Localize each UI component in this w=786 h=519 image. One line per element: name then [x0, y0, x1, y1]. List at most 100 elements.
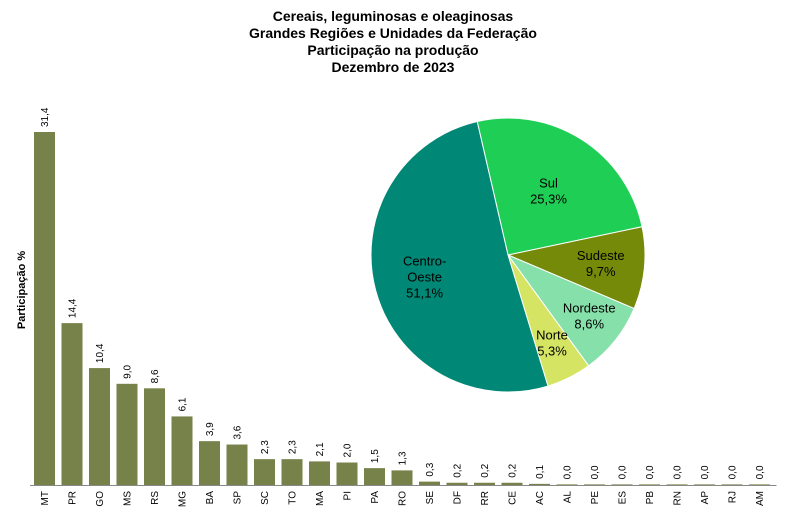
pie-label-norte-1: 5,3%	[537, 343, 567, 358]
category-label-pe: PE	[590, 491, 601, 505]
category-label-pa: PA	[370, 491, 381, 504]
bar-ap	[694, 484, 715, 485]
category-label-se: SE	[425, 491, 436, 505]
value-label-ms: 9,0	[123, 364, 134, 378]
category-label-rs: RS	[150, 491, 161, 505]
category-label-ap: AP	[700, 491, 711, 505]
category-label-to: TO	[288, 491, 299, 505]
category-label-pr: PR	[68, 491, 79, 505]
value-label-mt: 31,4	[40, 107, 51, 127]
value-label-rn: 0,0	[673, 465, 684, 479]
category-label-rj: RJ	[728, 491, 739, 503]
value-label-df: 0,2	[453, 463, 464, 477]
bar-ce	[501, 482, 523, 485]
bar-ma	[309, 461, 330, 485]
bar-al	[556, 484, 578, 485]
bar-df	[446, 482, 468, 485]
category-label-rr: RR	[480, 491, 491, 505]
category-label-ba: BA	[205, 491, 216, 505]
chart-title-line-1: Cereais, leguminosas e oleaginosas	[272, 8, 514, 24]
value-label-pe: 0,0	[590, 465, 601, 479]
value-label-rs: 8,6	[150, 369, 161, 383]
chart-title-line-3: Participação na produção	[307, 42, 479, 58]
bar-sc	[254, 459, 275, 485]
category-label-pb: PB	[645, 491, 656, 505]
category-label-es: ES	[618, 491, 629, 505]
value-label-pa: 1,5	[370, 449, 381, 463]
category-label-sc: SC	[260, 491, 271, 505]
category-label-ro: RO	[398, 491, 409, 506]
bar-pr	[61, 323, 83, 485]
value-label-mg: 6,1	[178, 397, 189, 411]
category-label-ce: CE	[508, 491, 519, 505]
value-label-pb: 0,0	[645, 465, 656, 479]
bar-am	[749, 484, 770, 485]
pie-label-sudeste-1: 9,7%	[586, 264, 616, 279]
value-label-ro: 1,3	[398, 451, 409, 465]
value-label-ba: 3,9	[205, 422, 216, 436]
value-label-al: 0,0	[563, 465, 574, 479]
pie-slice-centro	[370, 120, 549, 393]
pie-label-sul-1: 25,3%	[530, 191, 567, 206]
bar-pi	[336, 462, 358, 485]
bar-go	[89, 368, 110, 485]
value-label-to: 2,3	[288, 440, 299, 454]
bar-ac	[529, 483, 550, 485]
bar-rn	[666, 484, 688, 485]
value-label-ce: 0,2	[508, 463, 519, 477]
pie-slice-sul	[476, 117, 643, 256]
bar-es	[611, 484, 633, 485]
value-label-go: 10,4	[95, 343, 106, 363]
category-label-ma: MA	[315, 491, 326, 506]
bar-series: 31,4 MT 14,4 PR 10,4 GO 9,0 MS 8,6 RS 6,1 MG 3,9 BA 3,…	[34, 107, 770, 507]
category-label-mg: MG	[178, 491, 189, 507]
y-axis-label: Participação %	[16, 251, 28, 329]
pie-label-nordeste-0: Nordeste	[563, 300, 616, 315]
value-label-es: 0,0	[618, 465, 629, 479]
category-label-rn: RN	[673, 491, 684, 505]
bar-rs	[144, 388, 165, 485]
chart-title-line-4: Dezembro de 2023	[331, 59, 455, 75]
bar-pa	[364, 468, 385, 485]
value-label-ap: 0,0	[700, 465, 711, 479]
value-label-sp: 3,6	[233, 425, 244, 439]
pie-label-sul-0: Sul	[539, 175, 558, 190]
bar-ms	[116, 383, 138, 485]
category-label-go: GO	[95, 491, 106, 507]
bar-mg	[171, 416, 193, 485]
bar-chart: Participação % 31,4 MT 14,4 PR 10,4 GO 9,0 MS 8,…	[16, 107, 777, 507]
pie-label-centro-0: Centro-	[403, 253, 446, 268]
chart-title-line-2: Grandes Regiões e Unidades da Federação	[249, 25, 537, 41]
bar-pe	[584, 484, 605, 485]
pie-slice-sudeste	[506, 226, 646, 310]
category-label-sp: SP	[233, 491, 244, 505]
bar-se	[419, 481, 440, 485]
pie-label-centro-2: 51,1%	[406, 285, 443, 300]
bar-pb	[639, 484, 660, 485]
value-label-rj: 0,0	[728, 465, 739, 479]
value-label-ac: 0,1	[535, 465, 546, 479]
value-label-pr: 14,4	[68, 298, 79, 318]
value-label-rr: 0,2	[480, 463, 491, 477]
category-label-ms: MS	[123, 491, 134, 506]
pie-label-norte-0: Norte	[536, 327, 568, 342]
value-label-se: 0,3	[425, 462, 436, 476]
bar-mt	[34, 132, 55, 485]
value-label-pi: 2,0	[343, 443, 354, 457]
value-label-sc: 2,3	[260, 440, 271, 454]
bar-to	[281, 459, 303, 485]
category-label-pi: PI	[343, 491, 354, 500]
bar-ro	[391, 470, 413, 485]
bar-rj	[721, 484, 743, 485]
pie-label-nordeste-1: 8,6%	[574, 316, 604, 331]
chart-title-block: Cereais, leguminosas e oleaginosas Grand…	[0, 8, 786, 76]
bar-ba	[199, 441, 220, 485]
value-label-am: 0,0	[755, 465, 766, 479]
category-label-ac: AC	[535, 491, 546, 505]
category-label-am: AM	[755, 491, 766, 506]
category-label-mt: MT	[40, 491, 51, 505]
bar-sp	[226, 444, 248, 485]
category-label-df: DF	[453, 491, 464, 504]
